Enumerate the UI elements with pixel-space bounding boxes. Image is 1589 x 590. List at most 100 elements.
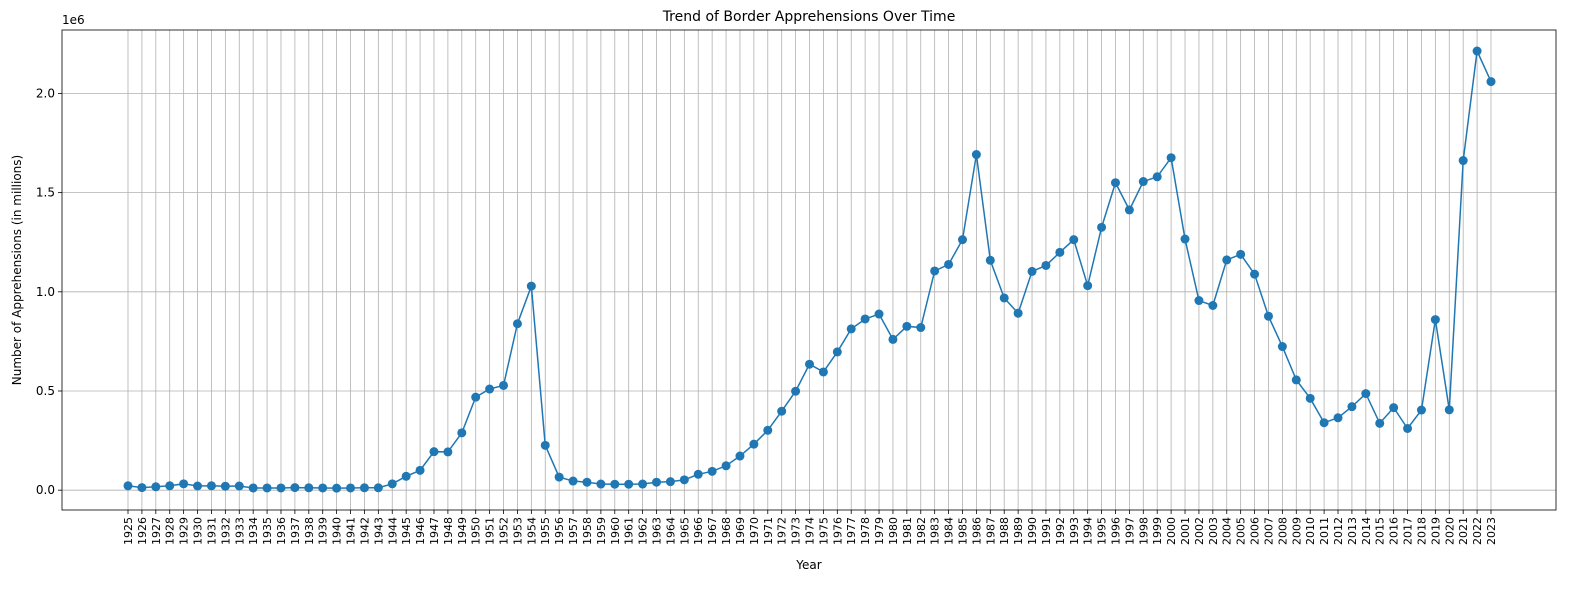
x-tick-label: 1978 [859,517,872,545]
x-tick-label: 1954 [525,517,538,545]
x-tick-label: 1952 [498,517,511,545]
x-tick-label: 1950 [470,517,483,545]
y-axis-label: Number of Apprehensions (in millions) [10,155,24,385]
data-point [1444,405,1454,415]
x-tick-label: 1977 [845,517,858,545]
y-tick-label: 2.0 [36,86,55,100]
data-point [401,471,411,481]
x-tick-label: 1996 [1109,517,1122,545]
x-tick-label: 1986 [970,517,983,545]
x-tick-label: 1971 [762,517,775,545]
y-axis-ticks: 0.0 0.5 1.0 1.5 2.0 [36,86,62,497]
x-tick-label: 1941 [345,517,358,545]
y-axis-offset-label: 1e6 [62,13,85,27]
data-point [1347,402,1357,412]
x-tick-label: 1933 [233,517,246,545]
data-point [1166,153,1176,163]
x-tick-label: 1934 [247,517,260,545]
y-tick-label: 0.0 [36,483,55,497]
x-tick-label: 1951 [484,517,497,545]
x-tick-label: 2014 [1360,517,1373,545]
data-point [526,281,536,291]
data-point [805,359,814,369]
data-point [165,481,175,491]
x-tick-label: 1997 [1123,517,1136,545]
x-tick-label: 2015 [1374,517,1387,545]
data-point [220,481,230,491]
data-point [1069,235,1079,245]
x-tick-label: 1993 [1068,517,1081,545]
x-axis-label: Year [795,558,821,572]
data-point [1138,177,1148,187]
x-tick-label: 2004 [1221,517,1234,545]
x-tick-label: 1929 [178,517,191,545]
x-tick-label: 1956 [553,517,566,545]
x-tick-label: 2010 [1304,517,1317,545]
data-point [318,483,328,493]
x-tick-label: 1994 [1082,517,1095,545]
data-point [554,472,564,482]
data-point [1291,375,1301,385]
x-tick-label: 1974 [804,517,817,545]
data-point [1375,418,1385,428]
x-tick-label: 2000 [1165,517,1178,545]
x-tick-label: 1965 [678,517,691,545]
x-tick-label: 1962 [637,517,650,545]
data-point [735,451,745,461]
x-tick-label: 2009 [1290,517,1303,545]
chart-title: Trend of Border Apprehensions Over Time [662,9,956,25]
x-tick-label: 2018 [1415,517,1428,545]
data-point [248,483,258,493]
data-point [1180,234,1190,244]
data-point [1152,172,1162,182]
x-tick-label: 1976 [831,517,844,545]
x-tick-label: 1987 [984,517,997,545]
data-point [985,255,995,265]
x-axis-ticks: 1925 1926 1927 1928 1929 1930 1931 1932 1933 1934… [122,510,1498,545]
x-tick-label: 2001 [1179,517,1192,545]
data-point [1236,249,1246,259]
x-tick-label: 1990 [1026,517,1039,545]
data-point [624,479,634,489]
x-tick-label: 2003 [1207,517,1220,545]
x-tick-label: 1979 [873,517,886,545]
data-point [373,483,383,493]
x-tick-label: 1998 [1137,517,1150,545]
x-tick-label: 1989 [1012,517,1025,545]
x-tick-label: 1973 [790,517,803,545]
data-point [1083,281,1093,291]
x-tick-label: 1936 [275,517,288,545]
data-point [276,483,286,493]
data-point [1124,205,1134,215]
x-tick-label: 1943 [372,517,385,545]
data-point [1277,342,1287,352]
data-point [791,386,801,396]
data-point [1208,301,1218,311]
x-tick-label: 2022 [1471,517,1484,545]
data-point [610,479,620,489]
data-point [1222,255,1232,265]
data-point [1110,178,1120,188]
data-point [443,447,453,457]
x-tick-label: 1991 [1040,517,1053,545]
x-tick-label: 1970 [748,517,761,545]
data-point [916,323,926,333]
data-point [457,428,467,438]
x-tick-label: 1953 [511,517,524,545]
data-point [721,461,731,471]
data-point [763,425,773,435]
x-tick-label: 1957 [567,517,580,545]
x-tick-label: 2012 [1332,517,1345,545]
data-point [485,384,495,394]
data-point [415,465,425,475]
x-tick-label: 1972 [776,517,789,545]
data-point [429,447,439,457]
data-point [1472,46,1482,56]
data-point [957,235,967,245]
x-tick-label: 1985 [956,517,969,545]
data-point [860,314,870,324]
x-tick-label: 2021 [1457,517,1470,545]
data-point [193,481,203,491]
data-point [1416,405,1426,415]
x-tick-label: 2007 [1262,517,1275,545]
